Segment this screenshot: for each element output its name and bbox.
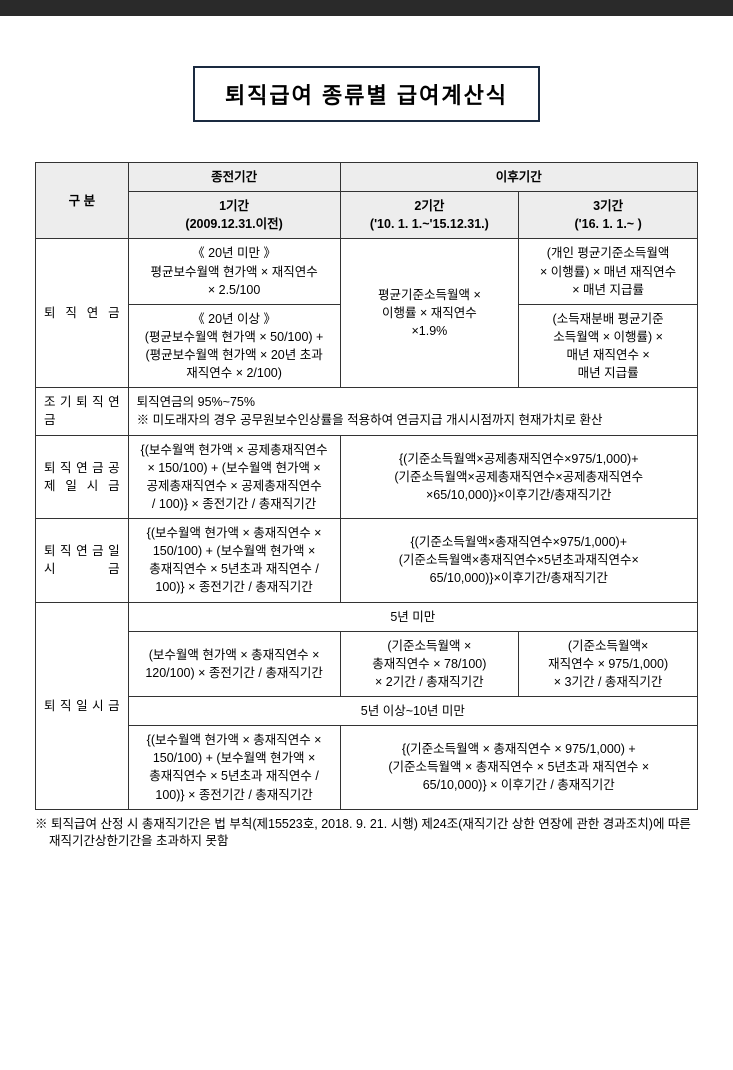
row-deduct-p23: {(기준소득월액×공제총재직연수×975/1,000)+(기준소득월액×공제총재… <box>340 435 698 519</box>
row-deduct-p1: {(보수월액 현가액 × 공제총재직연수× 150/100) + (보수월액 현… <box>128 435 340 519</box>
row-severance-h2: 5년 이상~10년 미만 <box>128 697 697 726</box>
row-early-label: 조 기 퇴 직 연 금 <box>36 388 129 435</box>
th-prev: 종전기간 <box>128 163 340 192</box>
th-gubun: 구 분 <box>36 163 129 239</box>
th-p3: 3기간 ('16. 1. 1.~ ) <box>519 192 698 239</box>
row-severance-h1: 5년 미만 <box>128 602 697 631</box>
th-p1-sub: (2009.12.31.이전) <box>135 215 334 233</box>
row-severance-b-p1: {(보수월액 현가액 × 총재직연수 ×150/100) + (보수월액 현가액… <box>128 726 340 810</box>
row-lump-label: 퇴 직 연 금 일 시 금 <box>36 519 129 603</box>
row-severance-label: 퇴 직 일 시 금 <box>36 602 129 809</box>
page-title: 퇴직급여 종류별 급여계산식 <box>225 78 508 110</box>
row-pension-label: 퇴 직 연 금 <box>36 239 129 388</box>
row-pension-p2: 평균기준소득월액 ×이행률 × 재직연수×1.9% <box>340 239 519 388</box>
top-bar <box>0 0 733 16</box>
calculation-table: 구 분 종전기간 이후기간 1기간 (2009.12.31.이전) 2기간 ('… <box>35 162 698 810</box>
row-pension-p3b: (소득재분배 평균기준소득월액 × 이행률) ×매년 재직연수 ×매년 지급률 <box>519 304 698 388</box>
th-p3-title: 3기간 <box>525 197 691 215</box>
row-lump-p1: {(보수월액 현가액 × 총재직연수 ×150/100) + (보수월액 현가액… <box>128 519 340 603</box>
th-after: 이후기간 <box>340 163 698 192</box>
row-early-text: 퇴직연금의 95%~75%※ 미도래자의 경우 공무원보수인상률을 적용하여 연… <box>128 388 697 435</box>
row-pension-p1a: 《 20년 미만 》평균보수월액 현가액 × 재직연수× 2.5/100 <box>128 239 340 304</box>
th-p2: 2기간 ('10. 1. 1.~'15.12.31.) <box>340 192 519 239</box>
row-severance-b-p23: {(기준소득월액 × 총재직연수 × 975/1,000) +(기준소득월액 ×… <box>340 726 698 810</box>
th-p2-sub: ('10. 1. 1.~'15.12.31.) <box>347 215 513 233</box>
th-p2-title: 2기간 <box>347 197 513 215</box>
row-severance-p3: (기준소득월액×재직연수 × 975/1,000)× 3기간 / 총재직기간 <box>519 631 698 696</box>
footnote: ※ 퇴직급여 산정 시 총재직기간은 법 부칙(제15523호, 2018. 9… <box>35 816 698 851</box>
th-p1-title: 1기간 <box>135 197 334 215</box>
row-pension-p1b: 《 20년 이상 》(평균보수월액 현가액 × 50/100) +(평균보수월액… <box>128 304 340 388</box>
title-box: 퇴직급여 종류별 급여계산식 <box>193 66 540 122</box>
row-deduct-label: 퇴 직 연 금 공 제 일 시 금 <box>36 435 129 519</box>
row-lump-p23: {(기준소득월액×총재직연수×975/1,000)+(기준소득월액×총재직연수×… <box>340 519 698 603</box>
th-p1: 1기간 (2009.12.31.이전) <box>128 192 340 239</box>
row-severance-p2: (기준소득월액 ×총재직연수 × 78/100)× 2기간 / 총재직기간 <box>340 631 519 696</box>
th-p3-sub: ('16. 1. 1.~ ) <box>525 215 691 233</box>
row-severance-p1: (보수월액 현가액 × 총재직연수 ×120/100) × 종전기간 / 총재직… <box>128 631 340 696</box>
document-content: 퇴직급여 종류별 급여계산식 구 분 종전기간 이후기간 1기간 (2009.1… <box>0 16 733 881</box>
row-pension-p3a: (개인 평균기준소득월액× 이행률) × 매년 재직연수× 매년 지급률 <box>519 239 698 304</box>
